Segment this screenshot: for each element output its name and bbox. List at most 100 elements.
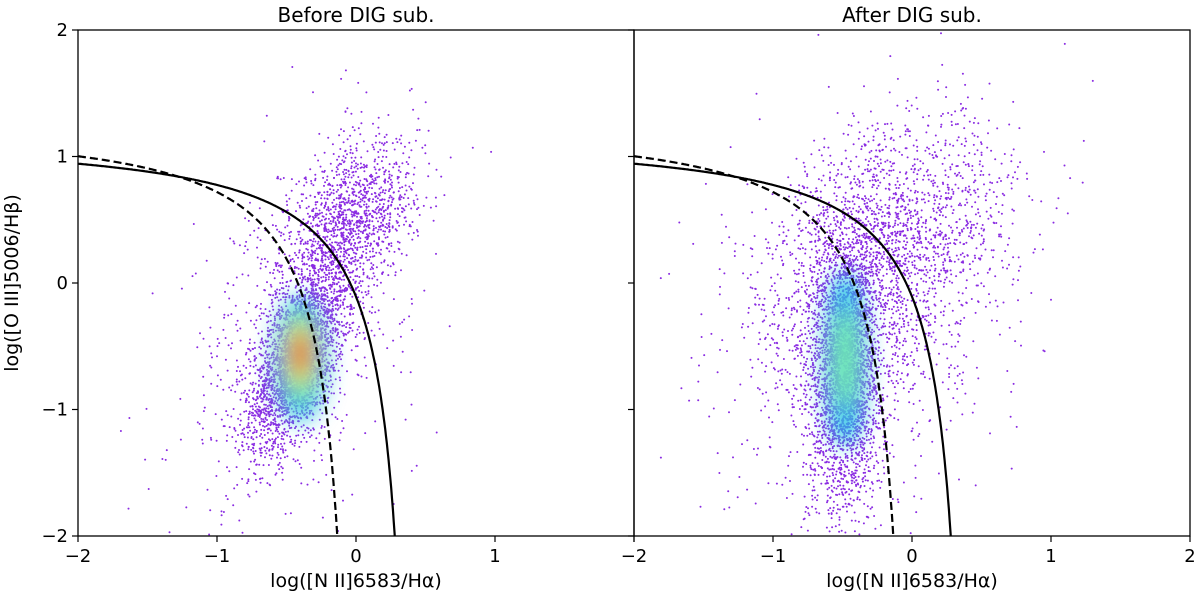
scatter-point	[261, 400, 264, 403]
scatter-point	[273, 386, 276, 389]
scatter-point	[279, 282, 282, 284]
scatter-point	[401, 210, 404, 213]
scatter-point	[350, 156, 353, 159]
scatter-point	[395, 137, 398, 140]
scatter-point	[330, 269, 333, 272]
scatter-point	[359, 256, 362, 259]
scatter-point	[259, 318, 262, 320]
scatter-point	[281, 478, 284, 481]
scatter-point	[264, 456, 266, 459]
scatter-point	[384, 230, 387, 233]
scatter-point	[325, 324, 328, 327]
scatter-point	[418, 128, 421, 131]
scatter-point	[316, 242, 319, 245]
scatter-point	[378, 251, 381, 254]
scatter-point	[443, 194, 446, 197]
scatter-point	[280, 442, 282, 445]
scatter-point	[373, 148, 376, 151]
scatter-point	[342, 237, 345, 239]
scatter-point	[314, 201, 317, 204]
scatter-point	[248, 426, 251, 429]
scatter-point	[268, 344, 271, 347]
scatter-point	[343, 248, 346, 251]
scatter-point	[340, 250, 342, 253]
scatter-point	[311, 209, 314, 212]
scatter-point	[816, 494, 819, 497]
scatter-point	[371, 220, 374, 223]
x-tick-label: −2	[65, 546, 92, 567]
scatter-point	[368, 232, 371, 235]
scatter-point	[878, 259, 881, 262]
scatter-point	[400, 269, 402, 272]
scatter-point	[385, 156, 388, 158]
scatter-point	[350, 213, 353, 216]
scatter-point	[338, 162, 341, 165]
scatter-point	[440, 175, 443, 178]
scatter-point	[306, 248, 309, 251]
scatter-point	[338, 173, 341, 176]
scatter-point	[228, 386, 231, 389]
scatter-point	[343, 244, 346, 246]
scatter-point	[322, 253, 325, 256]
scatter-point	[311, 254, 314, 257]
scatter-point	[388, 173, 391, 176]
scatter-point	[327, 332, 330, 335]
scatter-point	[388, 228, 391, 231]
scatter-point	[417, 234, 419, 237]
scatter-point	[303, 184, 306, 187]
scatter-point	[352, 191, 354, 194]
scatter-point	[386, 227, 389, 229]
scatter-point	[323, 305, 325, 308]
scatter-point	[345, 216, 348, 219]
scatter-point	[373, 275, 376, 278]
scatter-point	[383, 136, 386, 139]
scatter-point	[285, 281, 288, 284]
scatter-point	[312, 91, 314, 94]
scatter-point	[398, 322, 401, 325]
scatter-point	[350, 262, 353, 265]
scatter-point	[342, 223, 345, 225]
scatter-point	[277, 463, 280, 466]
scatter-point	[371, 200, 374, 203]
scatter-point	[808, 373, 811, 376]
scatter-point	[199, 332, 201, 335]
scatter-point	[409, 371, 412, 374]
scatter-point	[322, 215, 325, 218]
scatter-point	[348, 326, 351, 329]
scatter-point	[400, 371, 403, 374]
scatter-point	[377, 205, 380, 208]
scatter-point	[337, 216, 340, 219]
scatter-point	[337, 353, 340, 356]
scatter-point	[226, 466, 228, 469]
scatter-point	[266, 340, 269, 343]
scatter-point	[410, 403, 413, 406]
scatter-point	[350, 210, 353, 213]
scatter-point	[810, 468, 813, 471]
scatter-point	[316, 230, 319, 233]
scatter-point	[324, 303, 326, 306]
scatter-point	[392, 166, 395, 169]
scatter-point	[295, 254, 298, 257]
scatter-point	[308, 216, 311, 218]
scatter-point	[335, 359, 337, 362]
scatter-point	[264, 441, 267, 444]
scatter-point	[283, 420, 286, 423]
scatter-point	[354, 255, 357, 258]
scatter-point	[347, 197, 350, 200]
scatter-point	[252, 381, 255, 384]
scatter-point	[320, 454, 323, 457]
scatter-point	[324, 265, 327, 268]
scatter-point	[324, 390, 327, 393]
scatter-point	[267, 315, 270, 318]
scatter-point	[309, 277, 312, 280]
scatter-point	[224, 337, 227, 339]
scatter-point	[278, 432, 281, 435]
scatter-point	[363, 210, 366, 213]
scatter-point	[272, 423, 275, 426]
scatter-point	[243, 436, 246, 439]
scatter-point	[345, 218, 347, 221]
scatter-point	[239, 398, 242, 401]
scatter-point	[821, 422, 824, 425]
